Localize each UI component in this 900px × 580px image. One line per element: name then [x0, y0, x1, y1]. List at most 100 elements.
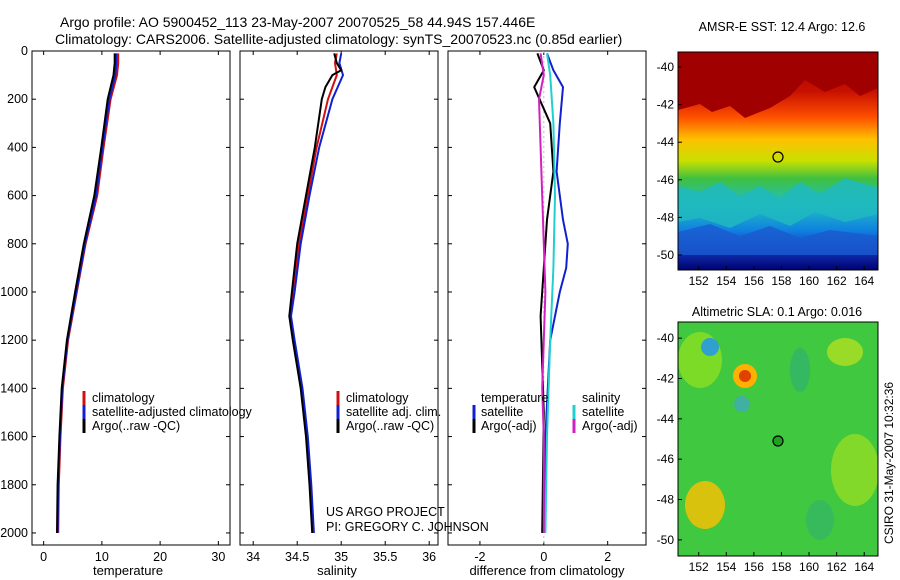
sst-map-frame [677, 51, 879, 271]
x-tick-label: 0 [40, 550, 47, 564]
series-line-argo-raw-qc- [56, 53, 116, 534]
x-tick-label: 34.5 [285, 550, 309, 564]
pi-credit: PI: GREGORY C. JOHNSON [326, 520, 489, 534]
map-x-tick-label: 160 [799, 274, 819, 288]
map-x-tick-label: 160 [799, 560, 819, 574]
sla-low-patch [806, 500, 834, 540]
map-x-tick-label: 164 [854, 274, 874, 288]
sla-low-eddy [734, 396, 750, 412]
profile-plots: 0 10 20 30020040060080010001200140016001800… [0, 44, 646, 564]
map-y-tick-label: -46 [657, 452, 675, 466]
map-y-tick-label: -50 [657, 533, 675, 547]
sst-warm-region [678, 52, 878, 118]
map-x-tick-label: 162 [827, 560, 847, 574]
legend-label-argo: Argo(..raw -QC) [92, 419, 180, 433]
sla-low-eddy [701, 338, 719, 356]
difference-legend: temperature satellite Argo(-adj) salinit… [472, 391, 638, 433]
map-y-tick-label: -50 [657, 248, 675, 262]
y-tick-label: 1800 [0, 478, 28, 492]
x-tick-label: -2 [474, 550, 485, 564]
series-line-salinity-satellite [544, 53, 556, 534]
header-line-1: Argo profile: AO 5900452_113 23-May-2007… [60, 14, 535, 30]
map-x-tick-label: 152 [689, 560, 709, 574]
sst-map [678, 52, 878, 270]
sla-map-title: Altimetric SLA: 0.1 Argo: 0.016 [692, 305, 862, 319]
x-tick-label: 35 [334, 550, 348, 564]
y-tick-label: 1600 [0, 430, 28, 444]
y-tick-label: 600 [7, 189, 28, 203]
map-x-tick-label: 164 [854, 560, 874, 574]
x-tick-label: 35.5 [373, 550, 397, 564]
y-tick-label: 200 [7, 92, 28, 106]
y-tick-label: 1200 [0, 333, 28, 347]
temperature-axes [31, 50, 231, 546]
temperature-legend: climatology satellite-adjusted climatolo… [82, 391, 253, 433]
x-tick-label: 20 [153, 550, 167, 564]
legend-title-salinity: salinity [582, 391, 621, 405]
y-tick-label: 1000 [0, 285, 28, 299]
map-x-tick-label: 154 [716, 274, 736, 288]
map-y-tick-label: -48 [657, 493, 675, 507]
y-tick-label: 800 [7, 237, 28, 251]
map-y-tick-label: -48 [657, 210, 675, 224]
sst-float-marker [772, 151, 784, 163]
difference-xlabel: difference from climatology [469, 563, 625, 578]
map-y-tick-label: -44 [657, 135, 675, 149]
sla-patch [827, 338, 863, 366]
legend-label-sal-satellite: satellite [582, 405, 624, 419]
sla-map [678, 322, 878, 556]
map-y-tick-label: -46 [657, 173, 675, 187]
x-tick-label: 34 [246, 550, 260, 564]
y-tick-label: 0 [21, 44, 28, 58]
legend-label-temp-satellite: satellite [481, 405, 523, 419]
map-y-tick-label: -42 [657, 98, 675, 112]
sla-high-core [739, 370, 751, 382]
legend-label-temp-argo: Argo(-adj) [481, 419, 537, 433]
sla-low-patch [790, 348, 810, 392]
sst-map-title: AMSR-E SST: 12.4 Argo: 12.6 [699, 20, 866, 34]
y-tick-label: 1400 [0, 381, 28, 395]
map-x-tick-label: 156 [744, 274, 764, 288]
x-tick-label: 2 [604, 550, 611, 564]
header-line-2: Climatology: CARS2006. Satellite-adjuste… [55, 31, 622, 47]
map-x-tick-label: 154 [716, 560, 736, 574]
map-axes: 152 154 156 158 160 162 164 -40 -42 -44 -46 -48 -50 1… [657, 60, 875, 574]
map-x-tick-label: 158 [771, 274, 791, 288]
sst-blue-band [678, 224, 878, 255]
timestamp: CSIRO 31-May-2007 10:32:36 [882, 382, 896, 544]
legend-label-satellite: satellite adj. clim. [346, 405, 441, 419]
map-y-tick-label: -42 [657, 371, 675, 385]
x-tick-label: 10 [95, 550, 109, 564]
salinity-xlabel: salinity [317, 563, 357, 578]
sla-patch [831, 434, 878, 506]
map-y-tick-label: -40 [657, 331, 675, 345]
sla-map-frame [677, 321, 879, 557]
legend-label-satellite: satellite-adjusted climatology [92, 405, 253, 419]
sla-float-marker [772, 435, 784, 447]
map-y-tick-label: -44 [657, 412, 675, 426]
project-credit: US ARGO PROJECT [326, 505, 445, 519]
series-line-argo-raw-qc- [288, 53, 343, 534]
sst-cyan-band [678, 178, 878, 228]
legend-label-sal-argo: Argo(-adj) [582, 419, 638, 433]
map-x-tick-label: 158 [771, 560, 791, 574]
legend-title-temperature: temperature [481, 391, 548, 405]
temperature-xlabel: temperature [93, 563, 163, 578]
map-x-tick-label: 152 [689, 274, 709, 288]
map-x-tick-label: 162 [827, 274, 847, 288]
legend-label-climatology: climatology [346, 391, 409, 405]
salinity-axes [239, 50, 439, 546]
legend-label-argo: Argo(..raw -QC) [346, 419, 434, 433]
salinity-legend: climatology satellite adj. clim. Argo(..… [336, 391, 441, 433]
x-tick-label: 36 [422, 550, 436, 564]
sla-high-patch [685, 481, 725, 529]
x-tick-label: 0 [540, 550, 547, 564]
legend-label-climatology: climatology [92, 391, 155, 405]
series-line-satellite-adj-clim- [290, 53, 344, 534]
series-line-salinity-argo-adj- [538, 53, 547, 533]
y-tick-label: 400 [7, 140, 28, 154]
map-x-tick-label: 156 [744, 560, 764, 574]
map-y-tick-label: -40 [657, 60, 675, 74]
y-tick-label: 2000 [0, 526, 28, 540]
